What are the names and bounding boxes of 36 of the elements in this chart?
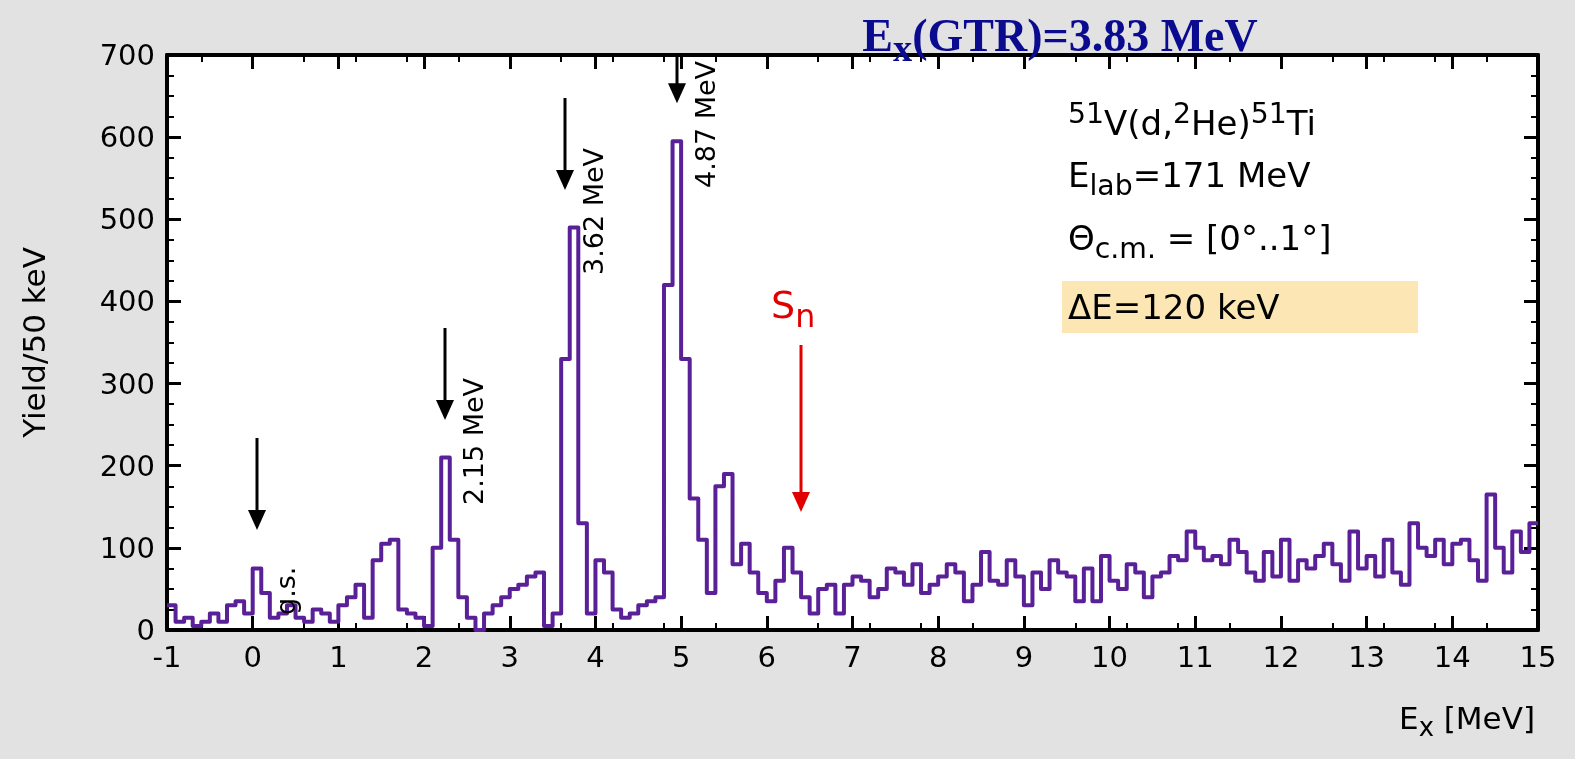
y-tick-label: 200	[99, 448, 155, 483]
x-tick-label: 1	[329, 639, 348, 674]
annotation: 4.87 MeV	[688, 61, 722, 189]
x-tick-label: 0	[243, 639, 262, 674]
annotation: ΔE=120 keV	[1068, 286, 1280, 327]
x-tick-label: 15	[1519, 639, 1557, 674]
y-tick-label: 100	[99, 530, 155, 565]
x-tick-label: -1	[152, 639, 182, 674]
x-tick-label: 2	[414, 639, 434, 674]
x-axis-title: E$_{x}$ [MeV]	[1399, 700, 1535, 743]
x-tick-label: 5	[671, 639, 691, 674]
annotation: 2.15 MeV	[457, 377, 491, 505]
x-tick-label: 14	[1433, 639, 1471, 674]
x-tick-label: 6	[757, 639, 777, 674]
x-tick-label: 13	[1348, 639, 1386, 674]
x-tick-label: 3	[500, 639, 519, 674]
y-axis-title: Yield/50 keV	[15, 247, 52, 439]
x-tick-label: 11	[1176, 639, 1214, 674]
ref-line-label: S$_{n}$	[771, 282, 816, 336]
y-tick-label: 600	[99, 120, 155, 155]
annotation: 3.62 MeV	[577, 147, 611, 275]
y-tick-label: 700	[99, 38, 155, 72]
y-tick-label: 0	[136, 613, 155, 647]
x-tick-label: 4	[586, 639, 605, 674]
x-tick-label: 8	[928, 639, 948, 674]
x-tick-label: 12	[1262, 639, 1300, 674]
x-tick-label: 9	[1014, 639, 1034, 674]
annotation: E$_{lab}$=171 MeV	[1068, 155, 1311, 203]
annotation: g.s.	[268, 567, 302, 616]
y-tick-label: 400	[99, 284, 155, 319]
y-tick-label: 500	[99, 202, 155, 237]
x-tick-label: 7	[843, 639, 862, 674]
annotation: Θ$_{c.m.}$ = [0°..1°]	[1068, 218, 1332, 265]
annotation: $^{51}$V(d,$^{2}$He)$^{51}$Ti	[1068, 97, 1316, 144]
x-tick-label: 10	[1091, 639, 1129, 674]
y-tick-label: 300	[99, 366, 155, 401]
